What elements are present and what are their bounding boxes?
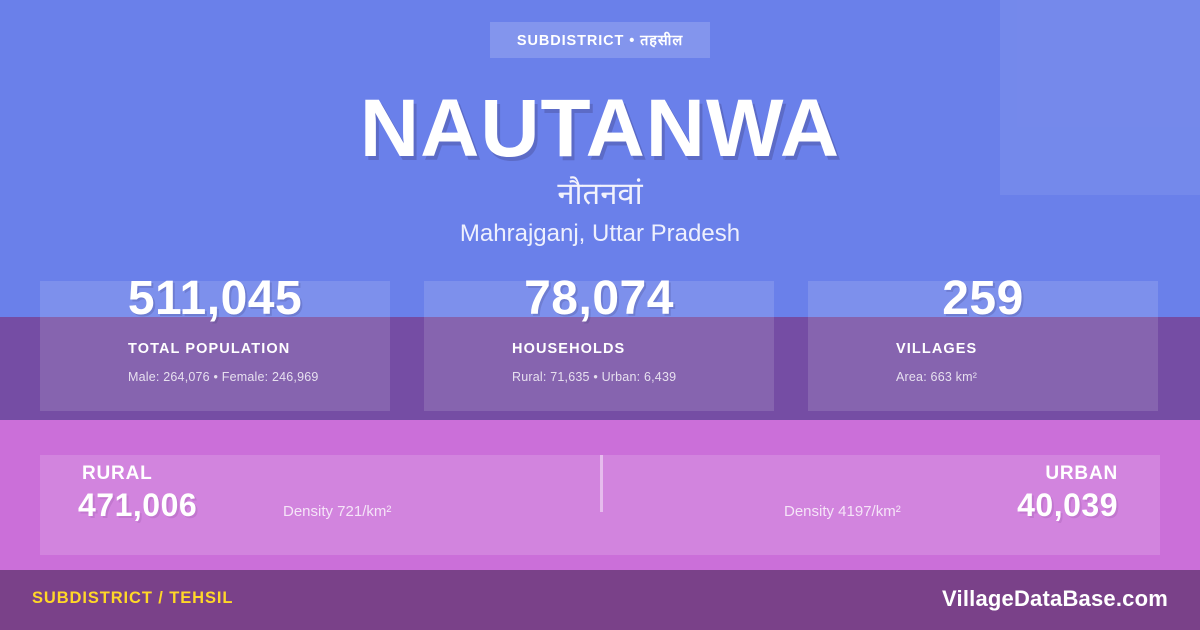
stat-value: 259 <box>942 272 1024 325</box>
stat-detail: Male: 264,076 • Female: 246,969 <box>128 370 319 384</box>
stat-card-total-population: 511,045 TOTAL POPULATION Male: 264,076 •… <box>40 272 390 411</box>
subdistrict-badge: SUBDISTRICT • तहसील <box>490 22 710 58</box>
rural-value: 471,006 <box>78 487 198 523</box>
stat-detail: Rural: 71,635 • Urban: 6,439 <box>512 370 677 384</box>
footer-site-name: VillageDataBase.com <box>942 586 1168 611</box>
stat-card-households: 78,074 HOUSEHOLDS Rural: 71,635 • Urban:… <box>424 272 774 411</box>
urban-density: Density 4197/km² <box>784 503 901 520</box>
urban-value: 40,039 <box>1017 487 1118 523</box>
background-band-purple <box>0 317 1200 420</box>
urban-label: URBAN <box>1045 463 1118 484</box>
rural-urban-panel: RURAL 471,006 Density 721/km² URBAN 40,0… <box>40 455 1160 555</box>
rural-urban-divider <box>600 455 603 512</box>
background-band-blue <box>0 0 1200 317</box>
page-title-native: नौतनवां <box>557 176 643 211</box>
stat-card-villages: 259 VILLAGES Area: 663 km² <box>808 272 1158 411</box>
stat-label: HOUSEHOLDS <box>512 341 626 357</box>
stat-card-group: 511,045 TOTAL POPULATION Male: 264,076 •… <box>0 272 1200 411</box>
location-subtitle: Mahrajganj, Uttar Pradesh <box>459 220 741 247</box>
stat-label: VILLAGES <box>896 341 978 357</box>
page-title: NAUTANWA <box>359 83 841 174</box>
stat-label: TOTAL POPULATION <box>128 341 291 357</box>
rural-density: Density 721/km² <box>283 503 392 520</box>
footer-category-label: SUBDISTRICT / TEHSIL <box>32 589 234 607</box>
background-band-footer <box>0 570 1200 630</box>
stat-value: 511,045 <box>127 272 303 325</box>
background-band-pink <box>0 420 1200 570</box>
stat-value: 78,074 <box>524 272 674 325</box>
rural-label: RURAL <box>82 463 153 484</box>
decorative-rectangle <box>1000 0 1200 195</box>
stat-detail: Area: 663 km² <box>896 370 978 384</box>
